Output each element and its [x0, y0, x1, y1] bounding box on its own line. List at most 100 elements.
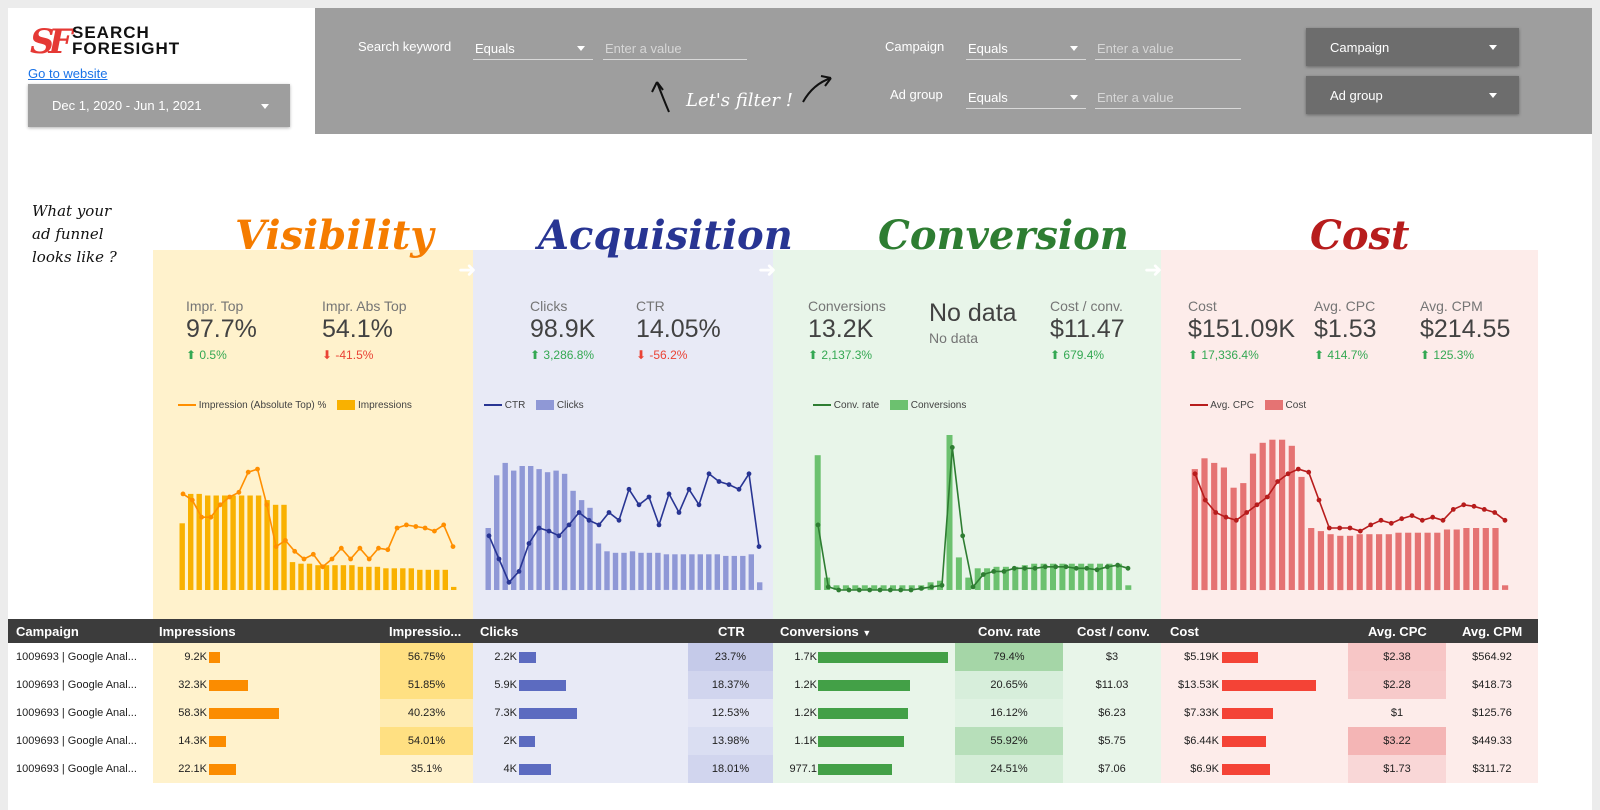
chart-bar: [1463, 528, 1470, 590]
chart-point: [1492, 510, 1498, 515]
chart-bar: [1337, 535, 1344, 591]
column-header-clicks[interactable]: Clicks: [480, 624, 519, 639]
cost-chart: [1191, 439, 1509, 591]
arrow-annotation-icon: [651, 75, 832, 113]
conv-rate-value: 24.51%: [990, 763, 1028, 775]
table-row[interactable]: 1009693 | Google Anal... 58.3K 40.23% 7.3K 1…: [8, 699, 1538, 727]
kpi-value: $214.55: [1420, 315, 1511, 343]
chart-bar: [731, 555, 737, 590]
campaign-cell: 1009693 | Google Anal...: [16, 679, 137, 691]
conv-rate-value: 79.4%: [993, 651, 1025, 663]
avg-cpm-value: $418.73: [1472, 679, 1512, 691]
chart-point: [1053, 564, 1059, 570]
avg-cpm-value: $125.76: [1472, 707, 1512, 719]
chart-bar: [1492, 528, 1499, 590]
ad-group-dropdown[interactable]: Ad group: [1306, 76, 1519, 114]
chart-point: [1316, 497, 1322, 503]
table-row[interactable]: 1009693 | Google Anal... 14.3K 54.01% 2K 13.…: [8, 727, 1538, 755]
conversions-bar: [818, 652, 948, 663]
kpi-delta-no-data: No data: [929, 330, 979, 346]
table-row[interactable]: 1009693 | Google Anal... 32.3K 51.85% 5.9K 1…: [8, 671, 1538, 699]
chart-point: [1001, 569, 1007, 574]
column-header-cost-per-conv[interactable]: Cost / conv.: [1077, 624, 1150, 639]
ad-group-value-input[interactable]: Enter a value: [1095, 86, 1241, 109]
column-header-ctr[interactable]: CTR: [718, 624, 745, 639]
kpi-delta: ⬆ 414.7%: [1314, 348, 1369, 362]
chart-point: [301, 556, 307, 562]
chart-point: [686, 486, 692, 492]
avg-cpm-value: $449.33: [1472, 735, 1512, 747]
kpi-delta: ⬆ 0.5%: [186, 348, 227, 362]
chart-bar: [511, 470, 517, 590]
campaign-value-input[interactable]: Enter a value: [1095, 37, 1241, 60]
search-keyword-input[interactable]: Enter a value: [603, 37, 747, 60]
chart-bar: [222, 495, 228, 590]
chart-point: [526, 541, 532, 546]
visibility-title: Visibility: [235, 212, 434, 259]
chart-bar: [570, 490, 576, 590]
chart-point: [636, 502, 642, 508]
column-header-conversions[interactable]: Conversions ▼: [780, 624, 872, 639]
ad-group-filter-label: Ad group: [890, 87, 943, 102]
cost-per-conv-value: $3: [1105, 651, 1119, 663]
ctr-value: 13.98%: [711, 735, 750, 747]
column-header-cost[interactable]: Cost: [1170, 624, 1199, 639]
chart-bar: [1473, 528, 1480, 590]
chart-point: [1104, 564, 1110, 570]
chart-point: [1254, 502, 1260, 508]
cost-value: $13.53K: [1178, 679, 1219, 691]
chart-bar: [1308, 528, 1315, 590]
chart-point: [696, 502, 702, 508]
chart-bar: [604, 551, 610, 591]
column-header-campaign[interactable]: Campaign: [16, 624, 79, 639]
campaign-dropdown[interactable]: Campaign: [1306, 28, 1519, 66]
logo-line-2: FORESIGHT: [72, 39, 181, 58]
chart-bar: [612, 552, 619, 590]
conversions-bar: [818, 708, 908, 719]
search-keyword-operator[interactable]: Equals: [473, 37, 593, 60]
chart-point: [1042, 564, 1048, 570]
chart-point: [217, 502, 223, 508]
chart-bar: [1031, 563, 1038, 591]
ctr-value: 12.53%: [711, 707, 750, 719]
search-foresight-logo[interactable]: SF SEARCH FORESIGHT: [30, 22, 230, 62]
chart-point: [1264, 494, 1270, 500]
chart-bar: [833, 585, 840, 590]
column-header-avg-cpm[interactable]: Avg. CPM: [1462, 624, 1523, 639]
chart-point: [596, 522, 602, 528]
campaign-operator[interactable]: Equals: [966, 37, 1086, 60]
chart-bar: [629, 551, 636, 591]
chart-point: [1306, 469, 1312, 475]
impressions-bar: [209, 680, 248, 691]
chart-point: [348, 556, 353, 562]
visibility-chart: [179, 466, 457, 591]
chart-bar: [1482, 528, 1489, 590]
conversions-bar: [818, 736, 904, 747]
chart-bar: [578, 500, 585, 590]
kpi-label: Impr. Abs Top: [322, 298, 407, 314]
chart-bar: [689, 554, 695, 590]
conversions-value: 1.1K: [794, 735, 817, 747]
column-header-conv-rate[interactable]: Conv. rate: [978, 624, 1041, 639]
ad-group-operator[interactable]: Equals: [966, 86, 1086, 109]
conv-rate-value: 20.65%: [990, 679, 1028, 691]
table-row[interactable]: 1009693 | Google Anal... 22.1K 35.1% 4K 18.0…: [8, 755, 1538, 783]
avg-cpc-value: $2.38: [1383, 651, 1411, 663]
chart-bar: [366, 566, 372, 591]
column-header-impr-pct[interactable]: Impressio...: [389, 624, 462, 639]
campaign-cell: 1009693 | Google Anal...: [16, 763, 137, 775]
chart-point: [991, 569, 997, 574]
chart-bar: [852, 585, 859, 590]
chart-bar: [383, 568, 389, 590]
avg-cpc-value: $2.28: [1383, 679, 1411, 691]
chart-bar: [1220, 467, 1227, 590]
column-header-avg-cpc[interactable]: Avg. CPC: [1368, 624, 1427, 639]
chart-bar: [1012, 566, 1019, 591]
go-to-website-link[interactable]: Go to website: [28, 66, 108, 81]
chart-bar: [1376, 534, 1383, 590]
chart-bar: [502, 462, 508, 590]
table-row[interactable]: 1009693 | Google Anal... 9.2K 56.75% 2.2K 23…: [8, 643, 1538, 671]
chart-bar: [1395, 532, 1402, 591]
column-header-impressions[interactable]: Impressions: [159, 624, 236, 639]
date-range-picker[interactable]: Dec 1, 2020 - Jun 1, 2021: [28, 84, 290, 127]
